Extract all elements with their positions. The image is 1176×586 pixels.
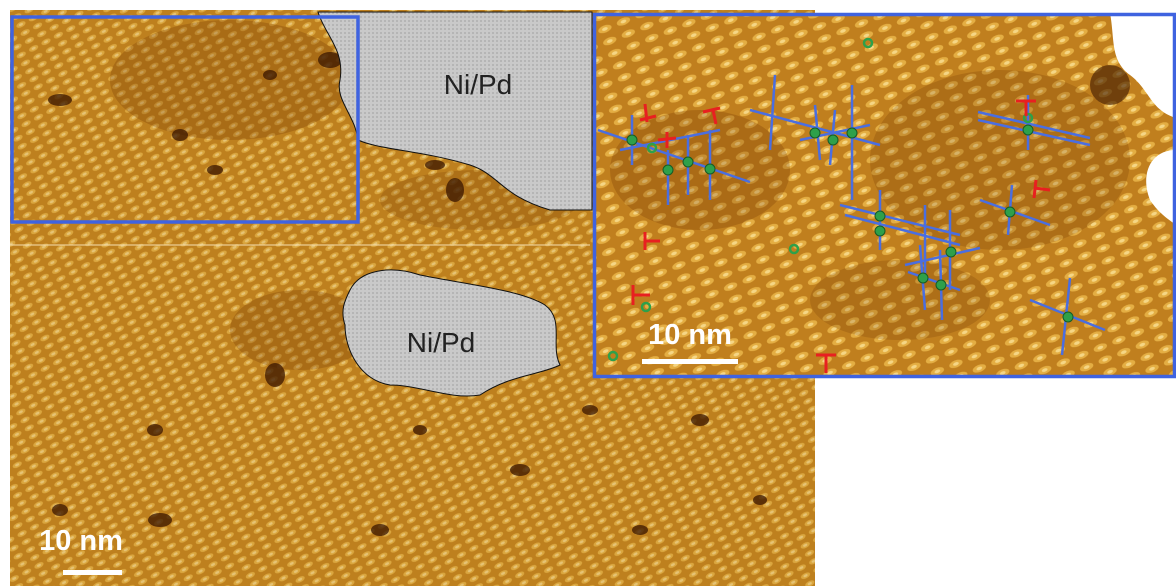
scale-bar (63, 570, 122, 575)
inset-image: 10 nm (593, 13, 1176, 378)
figure: Ni/Pd Ni/Pd 10 nm (0, 0, 1176, 586)
scale-bar-label: 10 nm (648, 319, 732, 351)
island-label: Ni/Pd (444, 69, 512, 100)
island-label: Ni/Pd (407, 327, 475, 358)
scale-bar (642, 359, 738, 364)
scale-bar-label: 10 nm (39, 525, 123, 557)
